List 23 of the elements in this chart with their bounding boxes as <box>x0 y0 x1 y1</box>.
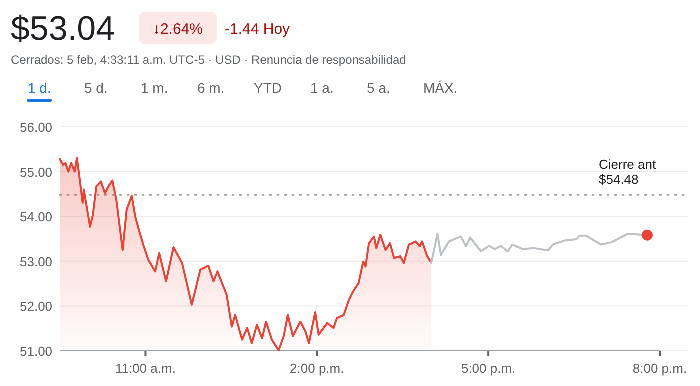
text: 1 m. <box>141 80 168 96</box>
x-tick-label: 8:00 p.m. <box>632 361 688 376</box>
text: 6 m. <box>198 80 225 96</box>
text: 1 d. <box>28 80 52 96</box>
x-tick-label: 5:00 p.m. <box>461 361 516 376</box>
text: 5 a. <box>367 80 390 96</box>
text: 1 a. <box>310 80 334 96</box>
chart-title: $53.04 <box>11 10 115 48</box>
y-tick-label: 55.00 <box>20 164 53 180</box>
text: 5 d. <box>84 80 108 96</box>
text: -1.44 Hoy <box>225 21 291 38</box>
y-tick-label: 52.00 <box>20 299 53 314</box>
y-tick-label: 56.00 <box>20 120 53 135</box>
ref-line-label: Cierre ant $54.48 <box>599 157 656 188</box>
y-tick-label: 51.00 <box>20 344 53 359</box>
text: YTD <box>254 80 282 96</box>
text: ↓2.64% <box>152 21 204 38</box>
y-tick-label: 54.00 <box>20 210 53 225</box>
chart-subtitle: Cerrados: 5 feb, 4:33:11 a.m. UTC-5 · USD · Renuncia de responsabilidad <box>11 53 406 67</box>
x-tick-label: 11:00 a.m. <box>115 361 176 376</box>
text: MÁX. <box>424 80 458 96</box>
y-tick-label: 53.00 <box>20 254 53 270</box>
x-tick-label: 2:00 p.m. <box>290 361 344 376</box>
